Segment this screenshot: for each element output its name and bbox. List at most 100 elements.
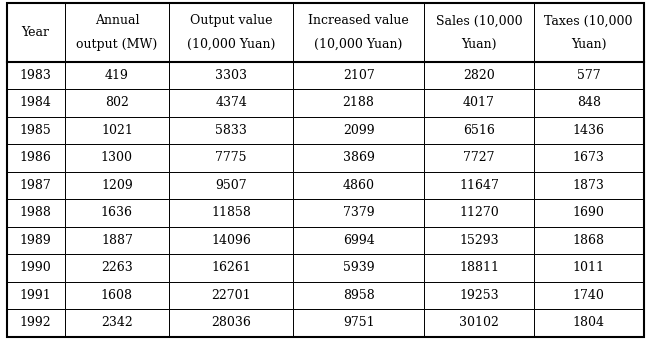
Text: 802: 802 (105, 97, 129, 109)
Text: 3869: 3869 (343, 151, 374, 165)
Text: 1986: 1986 (20, 151, 51, 165)
Bar (6, 3, 64, 62)
Bar (64, 199, 169, 227)
Text: 1673: 1673 (573, 151, 604, 165)
Bar (293, 199, 424, 227)
Text: 7775: 7775 (215, 151, 247, 165)
Bar (169, 309, 293, 337)
Bar (169, 254, 293, 282)
Text: output (MW): output (MW) (76, 38, 157, 51)
Bar (169, 62, 293, 89)
Text: 2820: 2820 (463, 69, 495, 82)
Text: Output value: Output value (190, 14, 272, 28)
Bar (64, 227, 169, 254)
Text: 1887: 1887 (101, 234, 133, 247)
Text: 11270: 11270 (459, 206, 499, 219)
Text: Sales (10,000: Sales (10,000 (436, 14, 522, 28)
Text: 1988: 1988 (20, 206, 51, 219)
Text: 1300: 1300 (101, 151, 133, 165)
Bar (293, 117, 424, 144)
Bar (534, 89, 644, 117)
Text: 2188: 2188 (343, 97, 374, 109)
Text: 1804: 1804 (573, 316, 604, 329)
Text: 11858: 11858 (211, 206, 251, 219)
Bar (424, 309, 534, 337)
Bar (64, 62, 169, 89)
Bar (6, 117, 64, 144)
Text: 1873: 1873 (573, 179, 604, 192)
Text: 1991: 1991 (20, 289, 51, 302)
Text: 1636: 1636 (101, 206, 133, 219)
Text: 2263: 2263 (101, 261, 133, 274)
Bar (534, 3, 644, 62)
Bar (293, 227, 424, 254)
Bar (424, 3, 534, 62)
Text: 16261: 16261 (211, 261, 251, 274)
Bar (169, 3, 293, 62)
Bar (424, 227, 534, 254)
Bar (64, 309, 169, 337)
Bar (6, 172, 64, 199)
Bar (534, 62, 644, 89)
Text: 2342: 2342 (101, 316, 133, 329)
Text: 4374: 4374 (215, 97, 247, 109)
Bar (424, 89, 534, 117)
Text: 1690: 1690 (573, 206, 604, 219)
Bar (293, 144, 424, 172)
Bar (534, 117, 644, 144)
Text: 1021: 1021 (101, 124, 133, 137)
Text: 4860: 4860 (343, 179, 374, 192)
Text: 1985: 1985 (20, 124, 51, 137)
Text: 8958: 8958 (343, 289, 374, 302)
Text: Yuan): Yuan) (571, 38, 606, 51)
Bar (169, 117, 293, 144)
Bar (6, 199, 64, 227)
Bar (424, 199, 534, 227)
Text: 19253: 19253 (459, 289, 499, 302)
Text: 9507: 9507 (215, 179, 247, 192)
Text: 3303: 3303 (215, 69, 247, 82)
Text: 9751: 9751 (343, 316, 374, 329)
Text: 14096: 14096 (211, 234, 251, 247)
Bar (534, 254, 644, 282)
Text: 419: 419 (105, 69, 129, 82)
Bar (169, 144, 293, 172)
Text: 6516: 6516 (463, 124, 495, 137)
Bar (534, 172, 644, 199)
Bar (6, 227, 64, 254)
Bar (534, 227, 644, 254)
Text: Year: Year (21, 26, 49, 39)
Text: 5833: 5833 (215, 124, 247, 137)
Bar (64, 282, 169, 309)
Bar (6, 62, 64, 89)
Text: 2099: 2099 (343, 124, 374, 137)
Text: 7379: 7379 (343, 206, 374, 219)
Text: 1990: 1990 (20, 261, 51, 274)
Bar (169, 172, 293, 199)
Bar (64, 254, 169, 282)
Bar (534, 282, 644, 309)
Text: 1984: 1984 (20, 97, 51, 109)
Bar (169, 199, 293, 227)
Text: 1436: 1436 (573, 124, 604, 137)
Text: Increased value: Increased value (308, 14, 409, 28)
Text: 1209: 1209 (101, 179, 133, 192)
Bar (424, 117, 534, 144)
Bar (424, 144, 534, 172)
Text: 6994: 6994 (343, 234, 374, 247)
Bar (424, 282, 534, 309)
Bar (293, 309, 424, 337)
Bar (293, 89, 424, 117)
Text: 2107: 2107 (343, 69, 374, 82)
Bar (6, 89, 64, 117)
Bar (424, 172, 534, 199)
Text: 18811: 18811 (459, 261, 499, 274)
Text: 848: 848 (577, 97, 601, 109)
Text: 1983: 1983 (20, 69, 51, 82)
Bar (424, 62, 534, 89)
Bar (6, 144, 64, 172)
Text: 15293: 15293 (459, 234, 499, 247)
Text: (10,000 Yuan): (10,000 Yuan) (187, 38, 276, 51)
Bar (6, 309, 64, 337)
Text: 1740: 1740 (573, 289, 604, 302)
